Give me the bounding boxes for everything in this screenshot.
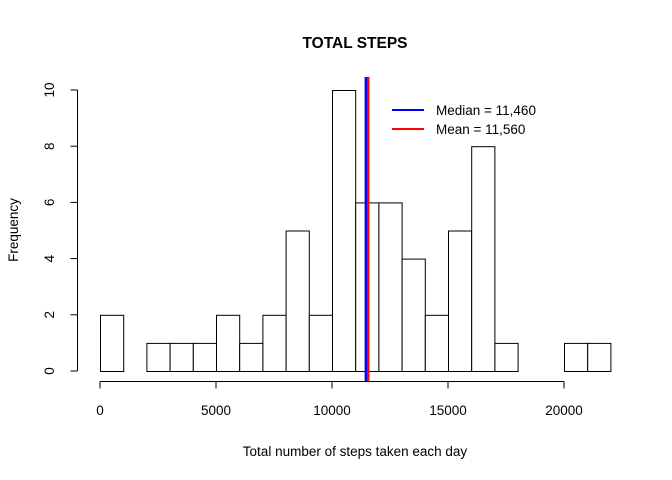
x-tick-label: 0 [96,403,104,418]
y-tick-label: 4 [42,254,57,262]
legend-label: Median = 11,460 [436,103,536,118]
histogram-bar [146,342,171,372]
histogram-bar [308,314,333,372]
y-axis-label: Frequency [6,198,21,262]
y-tick-label: 0 [42,367,57,375]
histogram-bar [494,342,519,372]
histogram-bar [100,314,125,372]
histogram-bars [100,90,612,373]
histogram-bar [587,342,612,372]
x-tick-label: 5000 [201,403,231,418]
x-tick-label: 15000 [429,403,467,418]
y-tick-label: 10 [42,82,57,97]
histogram-bar [448,230,473,372]
y-tick-label: 2 [42,311,57,319]
legend: Median = 11,460 Mean = 11,560 [392,103,536,137]
reference-lines [364,77,370,382]
histogram-bar [216,314,241,372]
legend-label: Mean = 11,560 [436,122,525,137]
x-tick-label: 20000 [545,403,583,418]
histogram-bar [332,90,357,372]
histogram-bar [262,314,287,372]
x-axis-label: Total number of steps taken each day [243,444,468,459]
x-axis: 0 5000 10000 15000 20000 [96,381,583,418]
histogram-bar [285,230,310,372]
histogram-bar [424,314,449,372]
y-tick-label: 8 [42,142,57,150]
histogram-bar [471,146,496,372]
histogram-bar [239,342,264,372]
histogram-bar [564,342,589,372]
histogram-bar [169,342,194,372]
y-tick-label: 6 [42,199,57,207]
histogram-bar [401,258,426,373]
histogram-bar [192,342,218,372]
histogram-bar [378,202,403,372]
chart-title: TOTAL STEPS [302,35,407,52]
y-axis: 0 2 4 6 8 10 [42,82,78,375]
x-tick-label: 10000 [313,403,351,418]
